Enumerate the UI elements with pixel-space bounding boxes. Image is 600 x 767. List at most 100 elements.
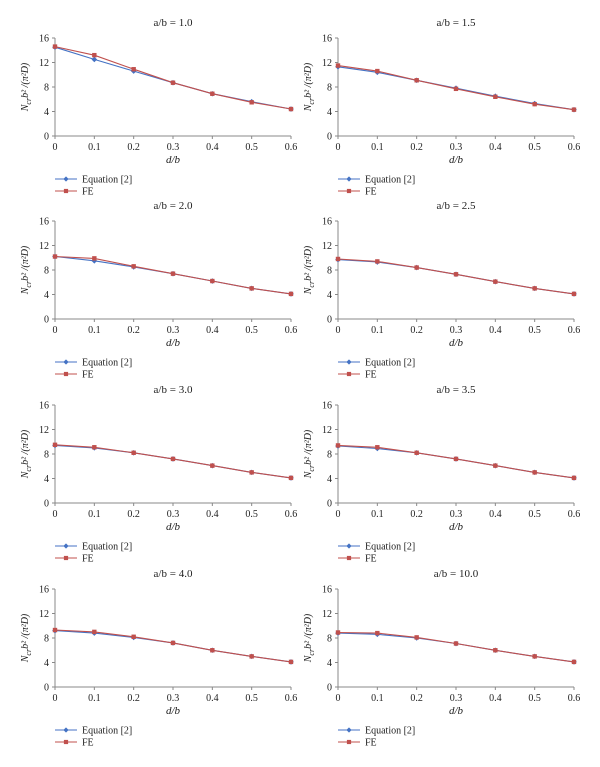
legend-label-fe: FE <box>365 187 377 198</box>
fe-data-point <box>249 100 254 105</box>
x-tick-label: 0.4 <box>206 509 219 520</box>
fe-data-point <box>493 463 498 468</box>
x-tick-label: 0.6 <box>568 142 581 153</box>
fe-data-point <box>52 44 58 49</box>
chart-title: a/b = 1.5 <box>437 17 476 29</box>
y-tick-label: 12 <box>322 58 332 69</box>
fe-data-point <box>92 256 97 261</box>
x-axis-label: d/b <box>449 154 464 166</box>
x-tick-label: 0.5 <box>528 142 541 153</box>
y-tick-label: 8 <box>327 266 332 277</box>
legend-label-equation: Equation [2] <box>365 542 415 553</box>
fe-data-point <box>52 627 58 633</box>
fe-series-line <box>54 629 292 663</box>
fe-data-point <box>493 648 498 653</box>
fe-data-point <box>453 86 459 92</box>
x-tick-label: 0.5 <box>528 693 541 704</box>
fe-data-point <box>414 78 419 83</box>
chart-title: a/b = 3.0 <box>154 384 193 396</box>
x-tick-label: 0.2 <box>410 142 423 153</box>
y-tick-label: 16 <box>322 401 332 412</box>
y-axis-label: Ncrb² /(π²D) <box>20 613 33 663</box>
fe-data-point <box>92 445 97 450</box>
y-tick-label: 4 <box>44 290 49 301</box>
y-tick-label: 4 <box>327 290 332 301</box>
x-tick-label: 0 <box>53 325 58 336</box>
fe-data-point <box>131 450 136 455</box>
x-tick-label: 0.6 <box>285 325 298 336</box>
y-tick-label: 8 <box>44 450 49 461</box>
fe-data-point <box>375 630 380 636</box>
chart-panel-7: a/b = 4.0 0 4 8 12 16 0 0.1 0.2 0.3 0.4 0.5 0.6 d/b Nc… <box>20 568 297 749</box>
x-tick-label: 0.6 <box>285 693 298 704</box>
y-tick-label: 4 <box>327 658 332 669</box>
fe-data-point <box>249 470 254 475</box>
y-tick-label: 12 <box>39 241 49 252</box>
x-tick-label: 0.2 <box>127 325 140 336</box>
x-tick-label: 0.4 <box>489 142 502 153</box>
y-tick-label: 16 <box>322 585 332 596</box>
legend-label-equation: Equation [2] <box>365 358 415 369</box>
chart-title: a/b = 3.5 <box>437 384 476 396</box>
chart-title: a/b = 10.0 <box>434 568 479 580</box>
x-tick-label: 0.4 <box>206 142 219 153</box>
fe-data-point <box>170 640 176 646</box>
x-tick-label: 0.1 <box>88 509 101 520</box>
x-tick-label: 0.4 <box>489 693 502 704</box>
legend-marker-square <box>346 371 352 377</box>
y-tick-label: 0 <box>44 315 49 326</box>
fe-data-point <box>92 629 97 635</box>
fe-series-line <box>337 631 575 663</box>
x-tick-label: 0.3 <box>167 693 180 704</box>
x-axis-label: d/b <box>166 521 181 533</box>
fe-data-point <box>453 272 459 277</box>
y-tick-label: 8 <box>44 83 49 94</box>
chart-panel-2: a/b = 1.5 0 4 8 12 16 0 0.1 0.2 0.3 0.4 0.5 0.6 d/b Nc… <box>303 17 580 198</box>
x-tick-label: 0.5 <box>245 142 258 153</box>
x-tick-label: 0.5 <box>245 693 258 704</box>
x-tick-label: 0.2 <box>410 325 423 336</box>
y-axis-label: Ncrb² /(π²D) <box>303 245 316 295</box>
y-tick-label: 0 <box>44 132 49 143</box>
x-axis-label: d/b <box>166 705 181 717</box>
fe-data-point <box>414 265 419 270</box>
x-tick-label: 0.1 <box>88 142 101 153</box>
chart-panel-4: a/b = 2.5 0 4 8 12 16 0 0.1 0.2 0.3 0.4 0.5 0.6 d/b Nc… <box>303 200 580 381</box>
fe-data-point <box>335 630 341 635</box>
fe-data-point <box>571 291 577 297</box>
fe-series-line <box>54 46 292 110</box>
legend-label-fe: FE <box>82 554 94 565</box>
fe-data-point <box>375 68 380 74</box>
chart-panel-6: a/b = 3.5 0 4 8 12 16 0 0.1 0.2 0.3 0.4 0.5 0.6 d/b Nc… <box>303 384 580 565</box>
x-tick-label: 0.1 <box>88 693 101 704</box>
y-tick-label: 4 <box>327 107 332 118</box>
fe-data-point <box>493 94 498 99</box>
x-tick-label: 0.5 <box>528 325 541 336</box>
legend-label-fe: FE <box>365 370 377 381</box>
fe-data-point <box>170 456 176 462</box>
chart-title: a/b = 1.0 <box>154 17 193 29</box>
fe-data-point <box>52 442 58 448</box>
fe-data-point <box>170 80 176 85</box>
fe-data-point <box>453 456 459 462</box>
x-tick-label: 0 <box>336 325 341 336</box>
legend-marker-square <box>63 371 69 377</box>
x-tick-label: 0.2 <box>127 142 140 153</box>
x-tick-label: 0.6 <box>285 509 298 520</box>
x-axis-label: d/b <box>166 337 181 349</box>
y-tick-label: 12 <box>322 425 332 436</box>
x-tick-label: 0.3 <box>167 509 180 520</box>
fe-data-point <box>131 264 136 269</box>
y-tick-label: 12 <box>39 425 49 436</box>
fe-data-point <box>335 443 341 448</box>
fe-data-point <box>288 475 294 481</box>
x-tick-label: 0.3 <box>450 142 463 153</box>
chart-panel-3: a/b = 2.0 0 4 8 12 16 0 0.1 0.2 0.3 0.4 0.5 0.6 d/b Nc… <box>20 200 297 381</box>
x-tick-label: 0.1 <box>371 693 384 704</box>
legend-label-fe: FE <box>365 554 377 565</box>
legend-marker-diamond <box>63 176 69 182</box>
y-tick-label: 4 <box>327 474 332 485</box>
equation-series-line <box>337 632 575 663</box>
fe-data-point <box>210 463 215 468</box>
x-tick-label: 0.1 <box>371 325 384 336</box>
